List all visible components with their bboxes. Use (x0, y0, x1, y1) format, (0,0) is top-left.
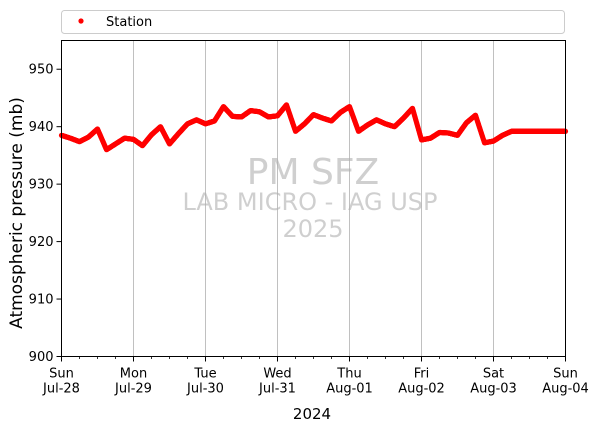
y-tick-label: 920 (29, 235, 54, 250)
legend: Station (61, 10, 565, 34)
y-tick-label: 930 (29, 178, 54, 193)
y-axis: 900 910 920 930 940 950 (29, 63, 62, 365)
watermark-line-3: 2025 (282, 215, 343, 243)
x-tick-day: Thu (336, 367, 361, 382)
x-tick-date: Aug-03 (470, 382, 517, 397)
x-tick-day: Tue (193, 367, 216, 382)
x-tick-day: Sat (483, 367, 504, 382)
x-tick-date: Jul-31 (258, 382, 296, 397)
grid-lines (133, 40, 494, 357)
watermark: PM SFZ LAB MICRO - IAG USP 2025 (182, 152, 437, 243)
y-tick-label: 910 (29, 293, 54, 308)
y-tick-label: 950 (29, 63, 54, 78)
legend-box (61, 10, 565, 34)
x-axis: SunJul-28MonJul-29TueJul-30WedJul-31ThuA… (42, 356, 589, 397)
x-tick-date: Jul-30 (186, 382, 224, 397)
x-axis-label: 2024 (293, 405, 331, 423)
legend-marker-station (78, 18, 84, 24)
x-tick-date: Aug-02 (398, 382, 445, 397)
watermark-line-1: PM SFZ (247, 152, 379, 193)
y-tick-label: 940 (29, 120, 54, 135)
legend-label-station: Station (106, 15, 152, 30)
y-axis-label: Atmospheric pressure (mb) (7, 97, 27, 329)
x-tick-date: Jul-28 (42, 382, 80, 397)
x-tick-day: Wed (263, 367, 291, 382)
y-tick-label: 900 (29, 350, 54, 365)
data-points (58, 102, 569, 153)
x-tick-day: Mon (120, 367, 147, 382)
x-tick-date: Aug-04 (542, 382, 589, 397)
x-tick-day: Sun (49, 367, 74, 382)
x-tick-date: Jul-29 (114, 382, 152, 397)
watermark-line-2: LAB MICRO - IAG USP (182, 188, 437, 216)
x-tick-day: Sun (553, 367, 578, 382)
x-tick-day: Fri (414, 367, 430, 382)
x-tick-date: Aug-01 (326, 382, 373, 397)
